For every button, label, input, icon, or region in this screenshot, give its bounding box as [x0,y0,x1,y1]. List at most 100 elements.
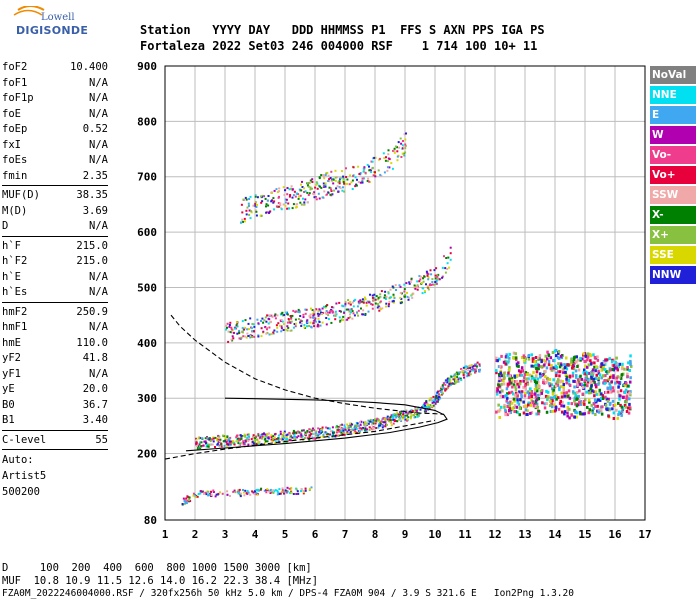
echo-point [214,446,216,448]
echo-point [394,145,397,148]
echo-point [628,391,631,395]
echo-point [446,268,449,270]
echo-point [531,401,535,405]
echo-point [475,365,478,368]
echo-point [427,288,430,291]
echo-point [359,301,362,304]
echo-point [502,382,506,386]
echo-point [374,418,377,421]
echo-point [227,443,230,446]
echo-point [524,371,528,375]
echo-point [401,152,404,155]
echo-point [290,320,293,323]
echo-point [266,314,269,317]
echo-point [566,414,569,418]
trace-3 [495,348,633,420]
echo-point [255,210,258,213]
echo-point [292,493,295,495]
echo-point [584,354,587,358]
echo-point [612,376,615,380]
echo-point [218,437,221,440]
echo-point [514,410,518,414]
echo-point [625,381,628,385]
x-tick-label: 13 [518,528,531,541]
echo-point [272,437,274,440]
echo-point [297,318,300,320]
echo-point [586,365,589,369]
echo-point [233,327,236,330]
echo-point [549,396,553,400]
echo-point [249,493,252,496]
echo-point [377,296,380,299]
echo-point [518,413,521,417]
echo-point [295,192,298,195]
echo-point [529,379,533,383]
echo-point [596,358,600,362]
echo-point [428,404,431,407]
echo-point [529,411,532,415]
echo-point [592,353,595,357]
echo-point [249,217,252,220]
echo-point [406,419,409,422]
echo-point [457,380,460,383]
echo-point [388,420,391,423]
echo-point [438,396,440,398]
echo-point [345,167,347,170]
echo-point [537,356,540,360]
echo-point [212,489,215,492]
echo-point [314,186,317,189]
echo-point [257,335,260,338]
echo-point [574,410,577,414]
echo-point [267,435,270,438]
echo-point [597,398,600,402]
echo-point [568,396,572,400]
echo-point [461,369,464,372]
echo-point [255,206,258,208]
echo-point [388,300,391,303]
legend-entry: X+ [650,226,696,244]
param-row: foE N/A [2,107,108,123]
echo-point [290,329,293,332]
echo-point [345,176,348,178]
echo-point [405,282,408,285]
echo-point [562,383,565,386]
echo-point [510,401,514,405]
echo-point [313,432,316,435]
echo-point [355,427,358,430]
echo-point [208,443,211,446]
echo-point [582,352,585,356]
echo-point [250,438,253,441]
echo-point [373,156,376,159]
echo-point [317,314,320,317]
legend-entry: Vo+ [650,166,696,184]
echo-point [468,364,471,367]
echo-point [265,332,268,335]
echo-point [309,428,312,431]
echo-point [319,185,321,188]
echo-point [241,327,244,329]
echo-point [591,368,595,372]
echo-point [558,401,562,405]
echo-point [206,443,209,446]
echo-point [437,278,440,281]
echo-point [268,314,271,317]
echo-point [344,301,347,304]
echo-point [592,371,595,375]
echo-point [536,405,539,409]
echo-point [362,428,365,431]
echo-point [222,434,224,437]
param-key: hmF1 [2,321,28,333]
echo-point [620,367,624,371]
echo-point [252,204,255,207]
echo-point [280,330,283,333]
echo-point [297,193,300,196]
echo-point [416,280,419,283]
echo-point [378,309,381,312]
echo-point [372,422,375,425]
echo-point [378,423,381,425]
echo-point [248,433,250,436]
echo-point [220,445,223,448]
echo-point [272,435,275,438]
echo-point [508,366,511,370]
echo-point [188,499,191,502]
